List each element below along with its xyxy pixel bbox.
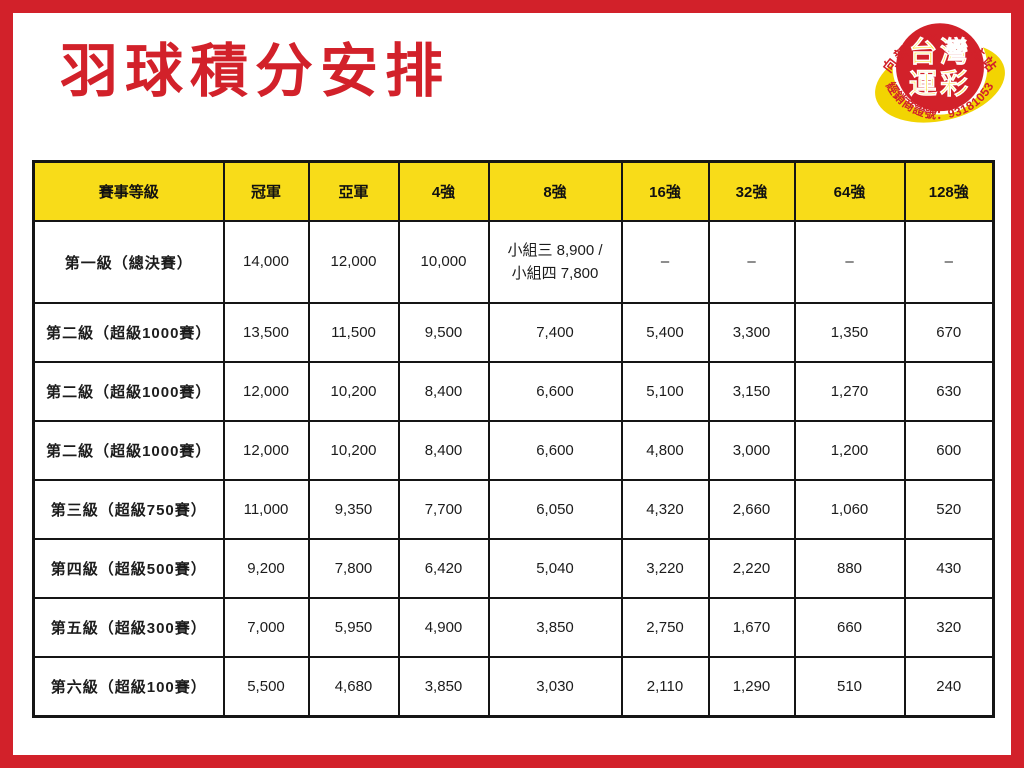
table-row: 第六級（超級100賽） 5,500 4,680 3,850 3,030 2,110 1,29…	[32, 656, 995, 718]
points-cell: 630	[903, 361, 995, 422]
points-cell: 2,750	[620, 597, 710, 658]
points-cell: 9,350	[307, 479, 400, 540]
points-cell: 320	[903, 597, 995, 658]
points-cell: 5,950	[307, 597, 400, 658]
points-cell: 3,030	[487, 656, 623, 718]
points-cell: 660	[793, 597, 906, 658]
event-level-cell: 第一級（總決賽）	[32, 220, 225, 304]
points-cell: 4,800	[620, 420, 710, 481]
taiwan-sport-lottery-logo: 向新力彩券投注站 台灣 運彩 經銷商證號：93181053	[872, 4, 1008, 146]
event-level-cell: 第五級（超級300賽）	[32, 597, 225, 658]
table-row: 第五級（超級300賽） 7,000 5,950 4,900 3,850 2,750 1,67…	[32, 597, 995, 658]
page-title: 羽球積分安排	[60, 39, 451, 104]
event-level-cell: 第二級（超級1000賽）	[32, 302, 225, 363]
points-cell: 1,350	[793, 302, 906, 363]
points-cell: 4,900	[397, 597, 490, 658]
column-header: 8強	[487, 160, 623, 222]
points-cell: 6,600	[487, 420, 623, 481]
points-cell: 8,400	[397, 420, 490, 481]
column-header: 亞軍	[307, 160, 400, 222]
column-header: 64強	[793, 160, 906, 222]
points-cell: 13,500	[222, 302, 310, 363]
points-cell: 3,220	[620, 538, 710, 599]
table-header-row: 賽事等級 冠軍 亞軍 4強 8強 16強 32強 64強 128強	[32, 160, 995, 222]
points-cell: 2,660	[707, 479, 796, 540]
column-header: 冠軍	[222, 160, 310, 222]
column-header: 16強	[620, 160, 710, 222]
points-cell: 7,400	[487, 302, 623, 363]
points-cell: 6,600	[487, 361, 623, 422]
points-cell: 7,700	[397, 479, 490, 540]
table-row: 第二級（超級1000賽） 12,000 10,200 8,400 6,600 5,100 3…	[32, 361, 995, 422]
points-cell: 2,220	[707, 538, 796, 599]
column-header: 賽事等級	[32, 160, 225, 222]
points-cell: 9,500	[397, 302, 490, 363]
logo-name-line2: 運彩	[909, 67, 971, 99]
points-cell: 10,200	[307, 420, 400, 481]
table-row: 第四級（超級500賽） 9,200 7,800 6,420 5,040 3,220 2,22…	[32, 538, 995, 599]
points-cell: 430	[903, 538, 995, 599]
points-cell: 10,200	[307, 361, 400, 422]
points-cell: 240	[903, 656, 995, 718]
table-row: 第二級（超級1000賽） 12,000 10,200 8,400 6,600 4,800 3…	[32, 420, 995, 481]
points-cell: 520	[903, 479, 995, 540]
points-cell: 9,200	[222, 538, 310, 599]
points-cell: 5,100	[620, 361, 710, 422]
points-cell: 5,500	[222, 656, 310, 718]
points-cell: 6,420	[397, 538, 490, 599]
points-cell: 3,850	[487, 597, 623, 658]
points-cell: 5,040	[487, 538, 623, 599]
points-table: 賽事等級 冠軍 亞軍 4強 8強 16強 32強 64強 128強 第一級（總決賽） 14,000…	[32, 160, 995, 718]
event-level-cell: 第六級（超級100賽）	[32, 656, 225, 718]
points-cell: 12,000	[222, 420, 310, 481]
table-row: 第三級（超級750賽） 11,000 9,350 7,700 6,050 4,320 2,6…	[32, 479, 995, 540]
points-cell: 4,680	[307, 656, 400, 718]
table-row: 第二級（超級1000賽） 13,500 11,500 9,500 7,400 5,400 3…	[32, 302, 995, 363]
event-level-cell: 第二級（超級1000賽）	[32, 361, 225, 422]
points-cell: 14,000	[222, 220, 310, 304]
column-header: 32強	[707, 160, 796, 222]
points-cell: 880	[793, 538, 906, 599]
event-level-cell: 第四級（超級500賽）	[32, 538, 225, 599]
points-cell: 5,400	[620, 302, 710, 363]
points-cell: –	[793, 220, 906, 304]
points-cell: 2,110	[620, 656, 710, 718]
points-cell: 670	[903, 302, 995, 363]
points-cell: 6,050	[487, 479, 623, 540]
points-cell: 1,060	[793, 479, 906, 540]
points-cell: 7,800	[307, 538, 400, 599]
points-cell: 1,270	[793, 361, 906, 422]
logo-name-line1: 台灣	[909, 35, 971, 67]
points-cell: 4,320	[620, 479, 710, 540]
points-cell: 小組三 8,900 / 小組四 7,800	[487, 220, 623, 304]
table-row: 第一級（總決賽） 14,000 12,000 10,000 小組三 8,900 / 小組…	[32, 220, 995, 304]
points-cell: 600	[903, 420, 995, 481]
points-cell: 3,000	[707, 420, 796, 481]
points-cell: 1,670	[707, 597, 796, 658]
points-cell: 8,400	[397, 361, 490, 422]
event-level-cell: 第二級（超級1000賽）	[32, 420, 225, 481]
points-cell: 7,000	[222, 597, 310, 658]
points-cell: 1,290	[707, 656, 796, 718]
points-cell: 1,200	[793, 420, 906, 481]
column-header: 4強	[397, 160, 490, 222]
points-cell: 3,850	[397, 656, 490, 718]
points-cell: –	[620, 220, 710, 304]
points-cell: 11,000	[222, 479, 310, 540]
points-cell: 10,000	[397, 220, 490, 304]
points-cell: –	[707, 220, 796, 304]
points-cell: 510	[793, 656, 906, 718]
event-level-cell: 第三級（超級750賽）	[32, 479, 225, 540]
column-header: 128強	[903, 160, 995, 222]
lottery-badge-icon: 向新力彩券投注站 台灣 運彩 經銷商證號：93181053	[875, 8, 1005, 138]
points-cell: 12,000	[222, 361, 310, 422]
points-cell: 3,150	[707, 361, 796, 422]
points-cell: 12,000	[307, 220, 400, 304]
points-cell: 3,300	[707, 302, 796, 363]
points-cell: 11,500	[307, 302, 400, 363]
points-cell: –	[903, 220, 995, 304]
